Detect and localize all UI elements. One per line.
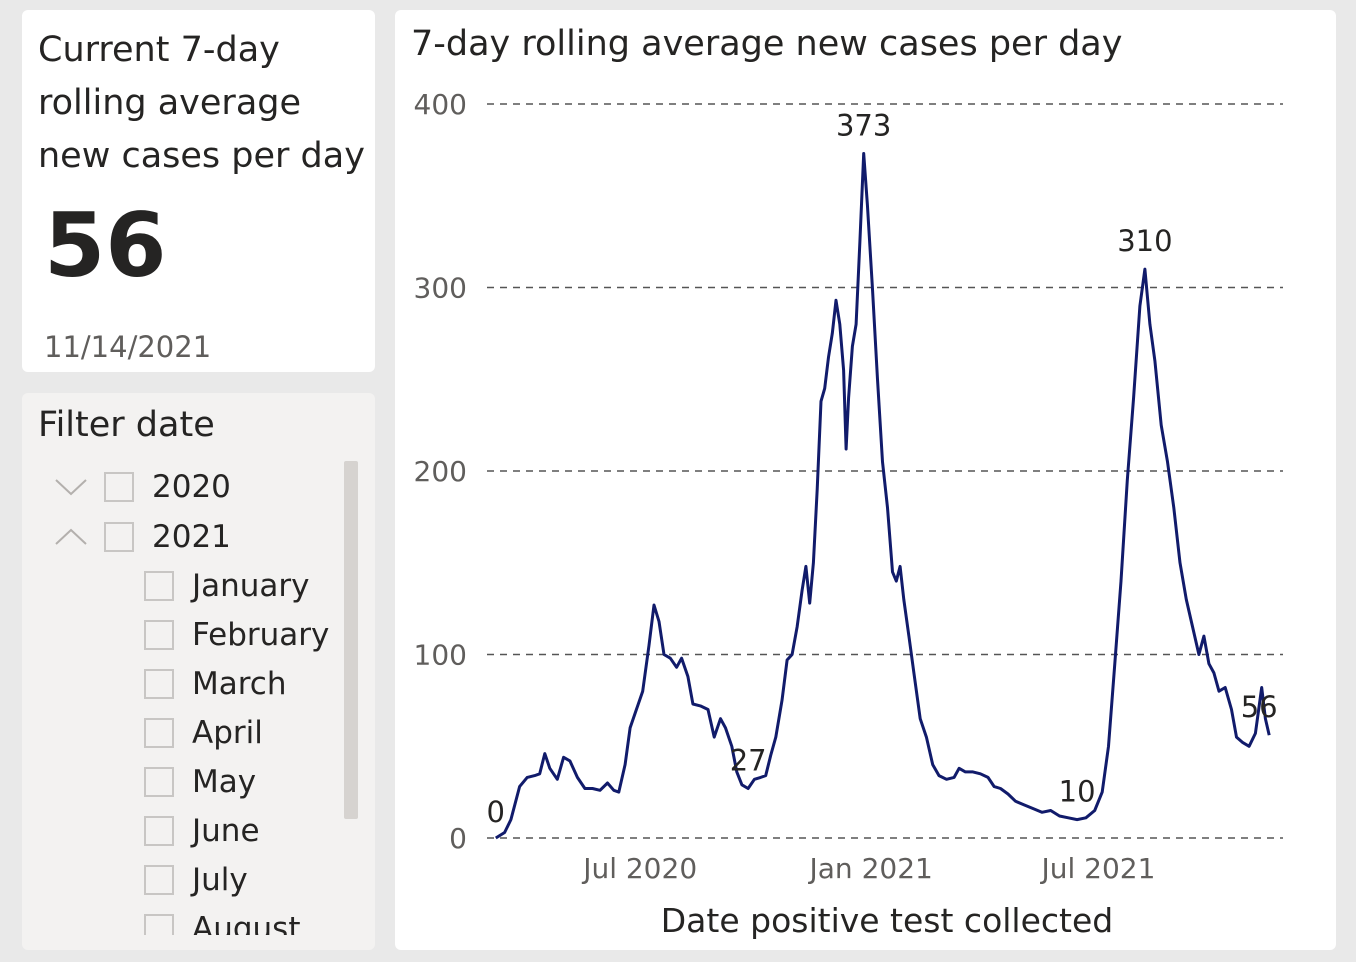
checkbox[interactable] bbox=[144, 816, 174, 846]
filter-item-month[interactable]: June bbox=[144, 811, 260, 851]
chevron-down-icon[interactable] bbox=[54, 470, 88, 504]
filter-item-month[interactable]: March bbox=[144, 664, 287, 704]
filter-item-label: May bbox=[192, 764, 257, 800]
y-tick-label: 100 bbox=[414, 639, 467, 672]
checkbox[interactable] bbox=[144, 669, 174, 699]
y-tick-label: 400 bbox=[414, 88, 467, 121]
filter-item-label: July bbox=[192, 862, 248, 898]
filter-item-month[interactable]: February bbox=[144, 615, 329, 655]
checkbox[interactable] bbox=[104, 472, 134, 502]
data-label: 56 bbox=[1241, 690, 1278, 724]
chevron-up-icon[interactable] bbox=[54, 520, 88, 554]
filter-item-year[interactable]: 2020 bbox=[54, 467, 231, 507]
filter-item-label: 2020 bbox=[152, 469, 231, 505]
series-line bbox=[495, 152, 1271, 840]
kpi-date: 11/14/2021 bbox=[44, 330, 212, 364]
filter-title: Filter date bbox=[38, 405, 215, 445]
kpi-card: Current 7-day rolling average new cases … bbox=[22, 10, 375, 372]
filter-item-month[interactable]: July bbox=[144, 860, 248, 900]
filter-item-year[interactable]: 2021 bbox=[54, 517, 231, 557]
data-label: 310 bbox=[1117, 224, 1172, 258]
filter-item-month[interactable]: April bbox=[144, 713, 263, 753]
filter-item-label: March bbox=[192, 666, 287, 702]
chart-title: 7-day rolling average new cases per day bbox=[411, 24, 1123, 64]
filter-list: 2020 2021 January February March April bbox=[22, 455, 342, 935]
x-tick-label: Jul 2021 bbox=[1039, 852, 1155, 885]
filter-slicer: Filter date 2020 2021 January February M… bbox=[22, 393, 375, 950]
filter-item-label: 2021 bbox=[152, 519, 231, 555]
y-tick-label: 300 bbox=[414, 272, 467, 305]
data-label: 10 bbox=[1059, 775, 1096, 809]
data-label: 0 bbox=[487, 795, 505, 829]
x-axis-label: Date positive test collected bbox=[661, 901, 1113, 940]
filter-item-month[interactable]: August bbox=[144, 909, 301, 935]
checkbox[interactable] bbox=[144, 571, 174, 601]
checkbox[interactable] bbox=[104, 522, 134, 552]
kpi-value: 56 bbox=[44, 194, 167, 297]
data-label: 373 bbox=[836, 109, 891, 143]
chart-card: 7-day rolling average new cases per day … bbox=[395, 10, 1336, 950]
data-label: 27 bbox=[730, 743, 767, 777]
x-tick-label: Jan 2021 bbox=[808, 852, 933, 885]
filter-item-label: February bbox=[192, 617, 330, 653]
checkbox[interactable] bbox=[144, 914, 174, 935]
filter-item-label: April bbox=[192, 715, 263, 751]
filter-item-label: August bbox=[192, 911, 301, 935]
y-tick-label: 200 bbox=[414, 455, 467, 488]
filter-item-month[interactable]: May bbox=[144, 762, 256, 802]
filter-item-month[interactable]: January bbox=[144, 566, 310, 606]
kpi-title: Current 7-day rolling average new cases … bbox=[38, 30, 365, 176]
filter-item-label: January bbox=[192, 568, 310, 604]
checkbox[interactable] bbox=[144, 767, 174, 797]
checkbox[interactable] bbox=[144, 620, 174, 650]
checkbox[interactable] bbox=[144, 718, 174, 748]
y-tick-label: 0 bbox=[449, 822, 467, 855]
x-tick-label: Jul 2020 bbox=[581, 852, 697, 885]
checkbox[interactable] bbox=[144, 865, 174, 895]
scrollbar[interactable] bbox=[344, 461, 358, 819]
filter-item-label: June bbox=[192, 813, 260, 849]
